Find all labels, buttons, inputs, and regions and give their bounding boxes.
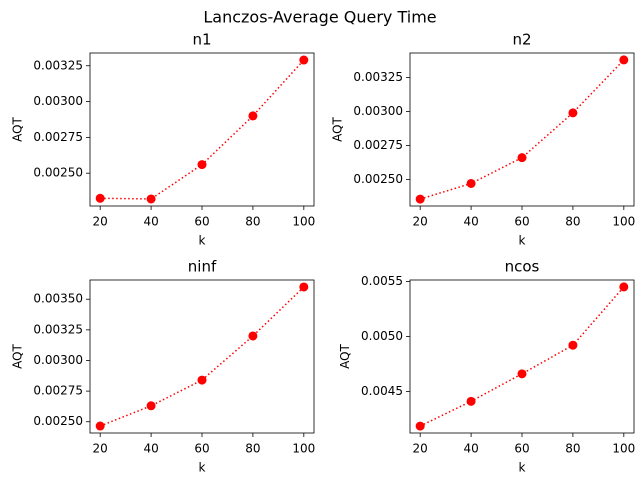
x-tick-label: 100 <box>612 442 635 456</box>
x-tick-label: 100 <box>292 215 315 229</box>
subplot-n2: n2 20 40 60 80 100 0.00250 0.00275 0.00300 0.0032… <box>330 31 635 248</box>
x-tick-label: 80 <box>565 442 580 456</box>
series-line <box>99 286 305 427</box>
y-tick-label: 0.00275 <box>33 384 83 398</box>
data-point <box>95 193 105 203</box>
x-tick-label: 60 <box>514 442 529 456</box>
data-point <box>299 282 309 292</box>
data-point <box>197 375 207 385</box>
y-tick-label: 0.00350 <box>33 292 83 306</box>
data-point <box>197 160 207 170</box>
x-tick-label: 60 <box>194 442 209 456</box>
y-tick-label: 0.00300 <box>33 94 83 108</box>
subplot-ninf: ninf 20 40 60 80 100 0.00250 0.00275 0.00300 0.00… <box>10 258 315 475</box>
y-axis-label: AQT <box>10 343 24 368</box>
x-axis-label: k <box>199 234 206 248</box>
axes-frame <box>89 279 315 434</box>
data-point <box>146 401 156 411</box>
x-tick-label: 100 <box>292 442 315 456</box>
y-tick-label: 0.00300 <box>353 104 403 118</box>
axes-frame <box>409 52 635 207</box>
data-point <box>619 282 629 292</box>
y-tick-label: 0.00275 <box>353 138 403 152</box>
subplot-n1: n1 20 40 60 80 100 0.00250 0.00275 0.00300 0.0032… <box>10 31 315 248</box>
x-tick-label: 40 <box>143 442 158 456</box>
subplot-title: n1 <box>192 31 211 49</box>
subplot-ncos: ncos 20 40 60 80 100 0.0045 0.0050 0.0055 k AQT <box>338 258 635 475</box>
y-tick-label: 0.00250 <box>353 172 403 186</box>
y-axis-label: AQT <box>338 343 352 368</box>
y-axis-label: AQT <box>330 116 344 141</box>
x-axis-label: k <box>519 461 526 475</box>
figure-suptitle: Lanczos-Average Query Time <box>203 8 436 27</box>
x-tick-label: 40 <box>463 215 478 229</box>
x-tick-label: 40 <box>143 215 158 229</box>
data-point <box>466 178 476 188</box>
y-tick-label: 0.00250 <box>33 414 83 428</box>
subplot-title: ninf <box>188 258 217 276</box>
y-axis-label: AQT <box>10 116 24 141</box>
x-tick-label: 80 <box>565 215 580 229</box>
data-point <box>415 194 425 204</box>
data-point <box>517 153 527 163</box>
data-point <box>568 340 578 350</box>
x-tick-label: 100 <box>612 215 635 229</box>
x-tick-label: 20 <box>413 215 428 229</box>
y-tick-label: 0.00250 <box>33 166 83 180</box>
data-point <box>299 55 309 65</box>
x-tick-label: 60 <box>514 215 529 229</box>
x-tick-label: 60 <box>194 215 209 229</box>
y-tick-label: 0.00325 <box>33 58 83 72</box>
y-tick-label: 0.00325 <box>353 70 403 84</box>
subplot-title: ncos <box>505 258 540 276</box>
data-point <box>568 108 578 118</box>
x-tick-label: 20 <box>413 442 428 456</box>
y-tick-label: 0.0055 <box>361 274 403 288</box>
y-tick-label: 0.00275 <box>33 130 83 144</box>
data-point <box>415 421 425 431</box>
x-tick-label: 80 <box>245 442 260 456</box>
axes-frame <box>89 52 315 207</box>
data-point <box>517 369 527 379</box>
data-point <box>95 421 105 431</box>
data-point <box>466 396 476 406</box>
x-axis-label: k <box>199 461 206 475</box>
y-tick-label: 0.00300 <box>33 353 83 367</box>
x-tick-label: 20 <box>93 215 108 229</box>
y-tick-label: 0.00325 <box>33 322 83 336</box>
x-axis-label: k <box>519 234 526 248</box>
x-tick-label: 40 <box>463 442 478 456</box>
data-point <box>248 111 258 121</box>
y-tick-label: 0.0045 <box>361 384 403 398</box>
data-point <box>146 194 156 204</box>
y-tick-label: 0.0050 <box>361 329 403 343</box>
subplot-title: n2 <box>512 31 531 49</box>
x-tick-label: 80 <box>245 215 260 229</box>
axes-frame <box>409 279 635 434</box>
data-point <box>248 331 258 341</box>
subplot-grid: n1 20 40 60 80 100 0.00250 0.00275 0.00300 0.0032… <box>10 31 635 475</box>
data-point <box>619 55 629 65</box>
x-tick-label: 20 <box>93 442 108 456</box>
